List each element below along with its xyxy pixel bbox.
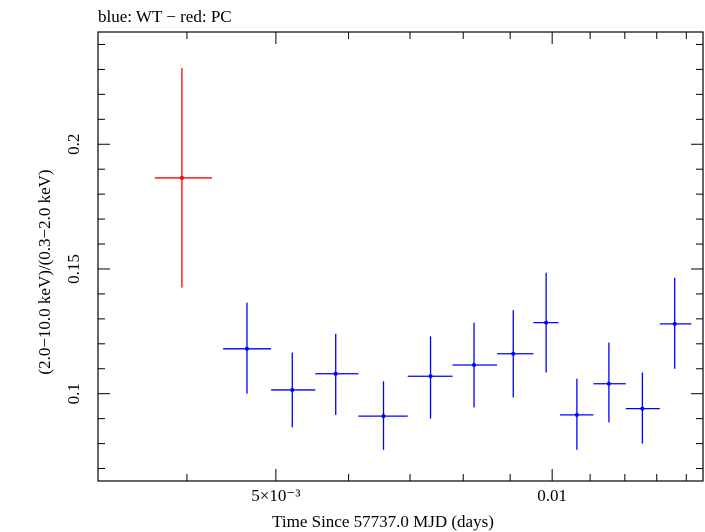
point-marker xyxy=(179,175,184,180)
y-tick-label: 0.1 xyxy=(64,383,83,404)
point-marker xyxy=(290,387,295,392)
point-marker xyxy=(544,320,549,325)
point-marker xyxy=(606,381,611,386)
y-tick-label: 0.15 xyxy=(64,254,83,284)
point-marker xyxy=(672,321,677,326)
x-tick-label: 5×10⁻³ xyxy=(251,486,300,505)
data-point xyxy=(497,310,534,398)
plot-border xyxy=(97,31,704,482)
data-point xyxy=(358,381,408,450)
series-pc xyxy=(154,68,213,288)
point-marker xyxy=(428,374,433,379)
data-point xyxy=(315,333,359,415)
y-tick-label: 0.2 xyxy=(64,134,83,155)
data-point xyxy=(271,352,316,428)
y-axis-label: (2.0−10.0 keV)/(0.3−2.0 keV) xyxy=(35,169,54,374)
plot-frame xyxy=(97,31,704,482)
x-tick-label: 0.01 xyxy=(537,486,567,505)
data-point xyxy=(560,378,594,450)
point-marker xyxy=(640,406,645,411)
data-point xyxy=(154,68,213,288)
point-marker xyxy=(333,371,338,376)
point-marker xyxy=(472,363,477,368)
data-point xyxy=(625,372,660,444)
point-marker xyxy=(381,414,386,419)
point-marker xyxy=(511,351,516,356)
data-point xyxy=(593,342,626,423)
x-axis: 5×10⁻³ 0.01 xyxy=(186,32,687,505)
series-wt xyxy=(223,272,692,450)
x-axis-label: Time Since 57737.0 MJD (days) xyxy=(272,512,494,531)
data-point xyxy=(659,277,692,369)
point-marker xyxy=(244,346,249,351)
data-point xyxy=(452,322,498,408)
point-marker xyxy=(574,412,579,417)
chart-title: blue: WT − red: PC xyxy=(98,7,232,26)
data-point xyxy=(407,336,453,419)
data-points xyxy=(154,68,692,450)
y-axis: 0.1 0.15 0.2 xyxy=(64,43,703,470)
data-point xyxy=(533,272,559,373)
data-point xyxy=(223,302,272,394)
